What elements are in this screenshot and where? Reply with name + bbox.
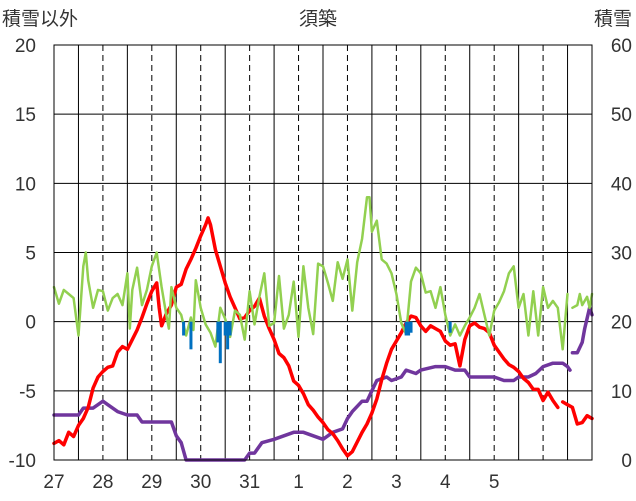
left-tick-label-6: -10 [9,451,36,472]
right-tick-label-5: 10 [611,382,632,403]
x-tick-label-9: 5 [489,472,500,493]
x-tick-label-6: 2 [342,472,353,493]
left-tick-label-4: 0 [25,313,36,334]
x-tick-label-0: 27 [43,472,64,493]
right-axis-ticks: 60 50 40 30 20 10 0 [611,36,632,472]
series-line-temperature_b [560,400,594,426]
left-axis-title: 積雪以外 [2,8,78,30]
right-axis-title: 積雪 [594,8,632,30]
plot-border [53,44,593,461]
bar-precipitation-10 [448,321,452,333]
right-tick-label-1: 50 [611,105,632,126]
left-tick-label-2: 10 [15,174,36,195]
right-tick-label-6: 0 [621,451,632,472]
bar-precipitation-2 [216,321,220,343]
left-tick-label-0: 20 [15,36,36,57]
series-line-wind_speed [52,195,569,351]
x-tick-label-8: 4 [440,472,451,493]
bar-precipitation-5 [226,321,230,350]
x-tick-label-4: 31 [239,472,260,493]
right-tick-label-0: 60 [611,36,632,57]
left-tick-label-3: 5 [25,244,36,265]
bar-precipitation-7 [404,321,408,336]
left-tick-label-5: -5 [19,382,36,403]
series-line-temperature [52,216,560,458]
bar-precipitation-6 [228,321,232,336]
right-tick-label-2: 40 [611,174,632,195]
bar-precipitation-0 [182,321,186,336]
bar-precipitation-8 [407,321,411,336]
chart-title: 須築 [299,8,337,30]
x-axis-ticks: 27 28 29 30 31 1 2 3 4 5 [43,472,499,493]
bar-precipitation-4 [223,321,227,336]
x-tick-label-1: 28 [92,472,113,493]
left-tick-label-1: 15 [15,105,36,126]
bar-precipitation-9 [409,321,413,333]
right-tick-label-3: 30 [611,244,632,265]
left-axis-ticks: 20 15 10 5 0 -5 -10 [9,36,36,472]
x-tick-label-5: 1 [293,472,304,493]
series-layer [52,195,594,462]
x-tick-label-2: 29 [141,472,162,493]
bar-precipitation-1 [189,321,193,350]
right-tick-label-4: 20 [611,313,632,334]
series-line-snow_depth [52,361,572,462]
vertical-gridlines [77,45,569,460]
x-tick-label-7: 3 [391,472,402,493]
bar-precipitation-3 [218,321,222,364]
x-tick-label-3: 30 [190,472,211,493]
series-line-wind_speed_b [571,292,594,310]
